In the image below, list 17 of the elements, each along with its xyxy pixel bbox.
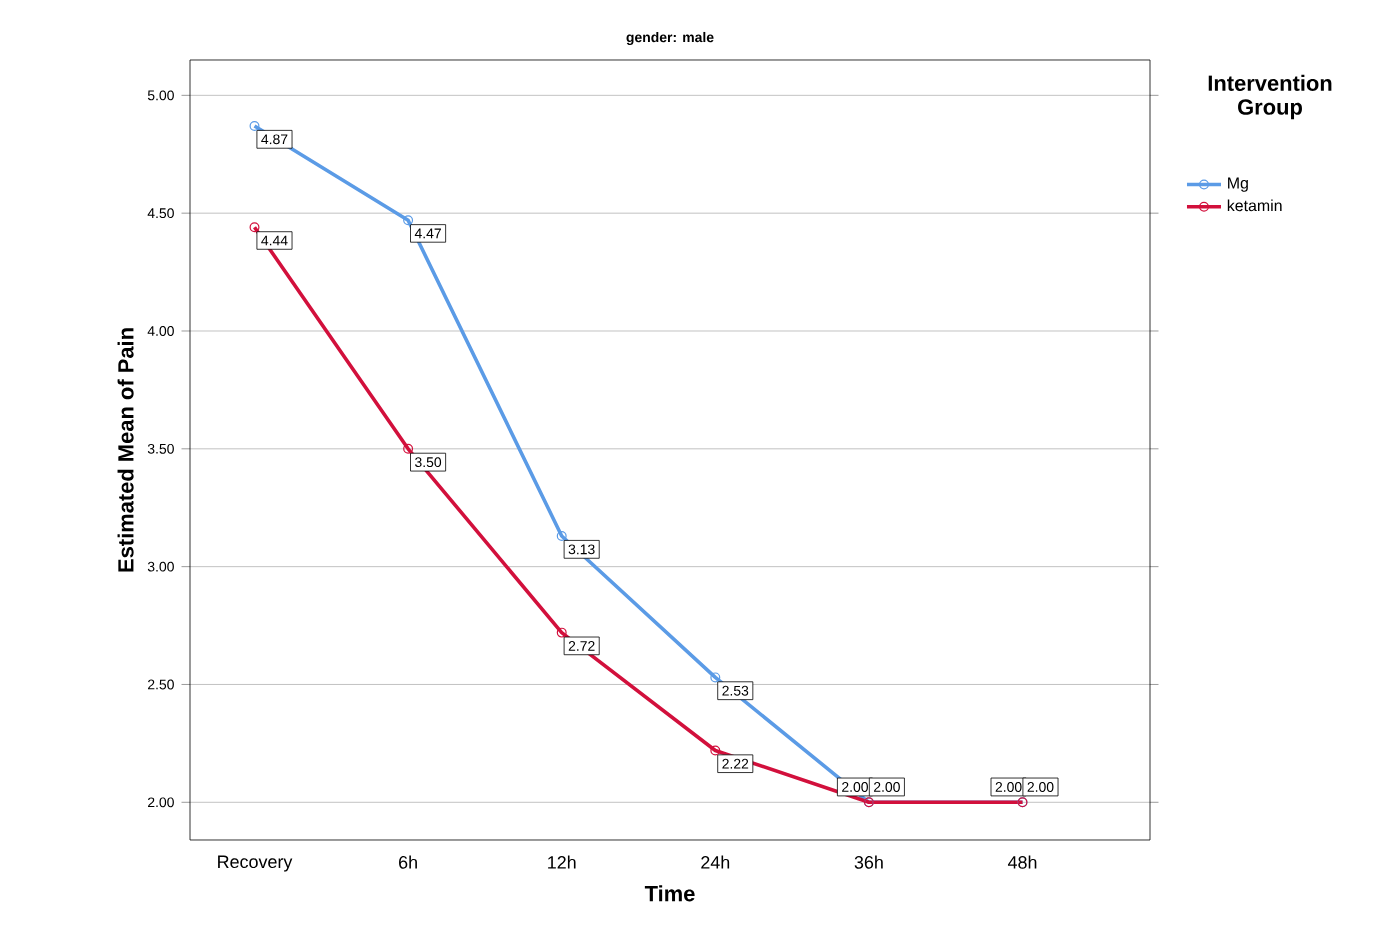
- point: [249, 222, 260, 233]
- point: [403, 215, 414, 226]
- x-tick-label: 6h: [399, 855, 417, 869]
- y-axis-title: Estimated Mean of Pain: [117, 328, 134, 572]
- x-tick-label: 12h: [548, 855, 576, 869]
- point: [710, 745, 721, 756]
- x-tick-label: 36h: [854, 855, 883, 869]
- point: [556, 531, 567, 541]
- x-tick-label: Recovery: [218, 855, 293, 872]
- point: [249, 120, 260, 131]
- x-tick-label: 48h: [1007, 855, 1037, 869]
- point: [710, 672, 721, 683]
- x-axis-title: Time: [644, 885, 695, 902]
- point: [556, 627, 567, 638]
- x-tick-label: 24h: [701, 855, 730, 869]
- point: [403, 443, 414, 454]
- legend-title: Intervention Group: [1208, 74, 1332, 120]
